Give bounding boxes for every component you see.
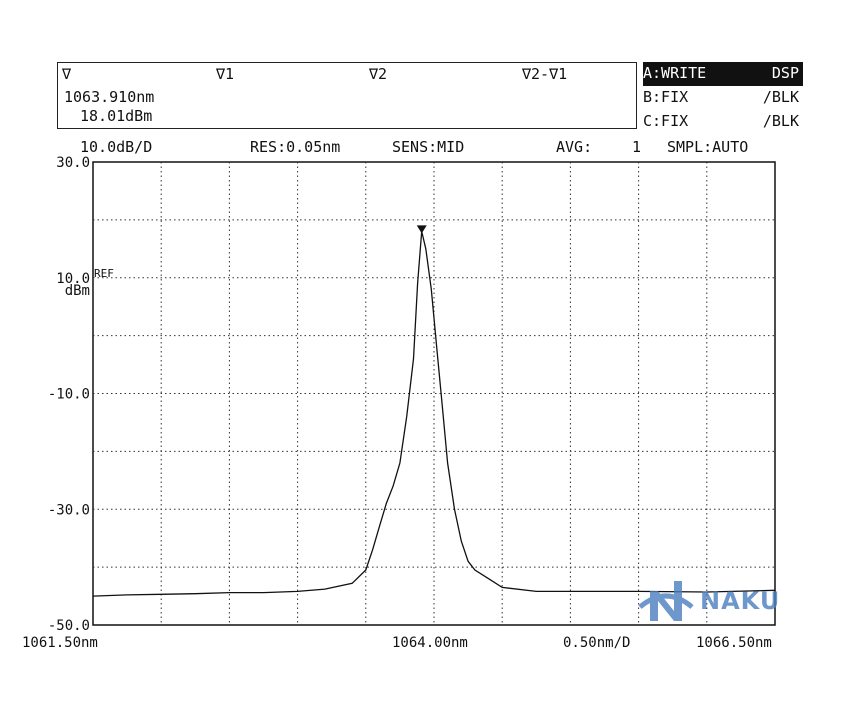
y-tick-label: 30.0: [56, 155, 90, 171]
marker-2-label[interactable]: ∇2: [369, 65, 388, 83]
logo-text: NAKU: [700, 587, 781, 615]
trace-c-mode: /BLK: [762, 112, 799, 130]
trace-c-name: C:FIX: [643, 112, 689, 130]
scale-setting: 10.0dB/D: [80, 138, 153, 156]
y-tick-label: -10.0: [48, 387, 90, 403]
spectrum-trace-line: [92, 231, 776, 597]
trace-panel: A:WRITE DSP B:FIX /BLK C:FIX /BLK: [643, 62, 803, 132]
peak-marker[interactable]: [416, 225, 427, 234]
y-unit-label: dBm: [65, 283, 90, 299]
y-tick-label: 10.0: [56, 271, 90, 287]
x-span-label: 0.50nm/D: [563, 635, 630, 651]
x-stop-label: 1066.50nm: [696, 635, 772, 651]
y-tick-label: -30.0: [48, 502, 90, 518]
averaging-value: 1: [632, 138, 642, 156]
trace-c-row[interactable]: C:FIX /BLK: [643, 110, 803, 134]
marker-wavelength: 1063.910nm: [64, 88, 155, 106]
marker-label[interactable]: ∇: [62, 65, 72, 83]
x-center-label: 1064.00nm: [392, 635, 468, 651]
averaging-label: AVG:: [556, 138, 593, 156]
x-start-label: 1061.50nm: [22, 635, 98, 651]
trace-b-mode: /BLK: [762, 88, 799, 106]
resolution-setting: RES:0.05nm: [250, 138, 341, 156]
marker-level: 18.01dBm: [80, 107, 153, 125]
trace-a-row[interactable]: A:WRITE DSP: [643, 62, 803, 86]
marker-1-label[interactable]: ∇1: [216, 65, 235, 83]
ref-label: REF: [94, 267, 114, 280]
logo-icon: [638, 581, 694, 621]
trace-b-name: B:FIX: [643, 88, 689, 106]
y-tick-label: -50.0: [48, 618, 90, 634]
sampling-setting: SMPL:AUTO: [667, 138, 749, 156]
sensitivity-setting: SENS:MID: [392, 138, 465, 156]
marker-delta-label[interactable]: ∇2-∇1: [522, 65, 568, 83]
trace-a-mode: DSP: [771, 64, 799, 82]
trace-a-name: A:WRITE: [643, 64, 707, 82]
marker-readout-panel: ∇ ∇1 ∇2 ∇2-∇1 1063.910nm 18.01dBm: [57, 62, 637, 129]
plot-frame: [92, 161, 776, 626]
trace-b-row[interactable]: B:FIX /BLK: [643, 86, 803, 110]
brand-logo: NAKU: [636, 577, 826, 625]
